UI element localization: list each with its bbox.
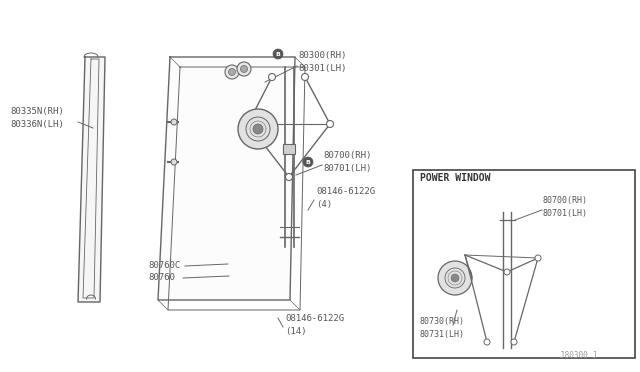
Text: 80730(RH)
80731(LH): 80730(RH) 80731(LH) [420,317,465,339]
Circle shape [451,274,459,282]
Circle shape [326,121,333,128]
Text: B: B [276,51,280,57]
Text: 80760C: 80760C [148,260,180,269]
Circle shape [269,74,275,80]
Circle shape [504,269,510,275]
Circle shape [171,119,177,125]
Text: B: B [305,160,310,164]
Text: 80335N(RH)
80336N(LH): 80335N(RH) 80336N(LH) [10,107,64,129]
Circle shape [171,159,177,165]
Circle shape [228,68,236,76]
Circle shape [273,49,283,59]
Circle shape [511,339,517,345]
Text: J80300 J: J80300 J [560,352,597,360]
Text: 08146-6122G
(4): 08146-6122G (4) [316,187,375,209]
Circle shape [438,261,472,295]
Circle shape [238,109,278,149]
Text: 80700(RH)
80701(LH): 80700(RH) 80701(LH) [323,151,371,173]
Circle shape [285,173,292,180]
Circle shape [237,62,251,76]
Circle shape [535,255,541,261]
Text: 08146-6122G
(14): 08146-6122G (14) [285,314,344,336]
Circle shape [301,74,308,80]
Text: 80700(RH)
80701(LH): 80700(RH) 80701(LH) [543,196,588,218]
Circle shape [253,124,263,134]
Circle shape [241,65,248,73]
Bar [283,144,295,154]
Circle shape [303,157,313,167]
Text: POWER WINDOW: POWER WINDOW [420,173,490,183]
Text: 80300(RH)
80301(LH): 80300(RH) 80301(LH) [298,51,346,73]
FancyBboxPatch shape [413,170,635,358]
Circle shape [225,65,239,79]
Circle shape [484,339,490,345]
Polygon shape [158,57,295,300]
Polygon shape [78,57,105,302]
Text: 80760: 80760 [148,273,175,282]
